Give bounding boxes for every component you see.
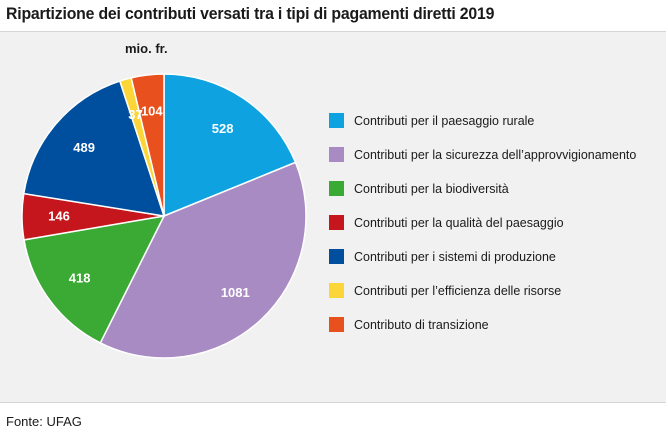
legend-label: Contributi per la sicurezza dell’approvv… [354,146,637,162]
slice-value-label-6: 104 [141,104,163,119]
pie-slice-4 [22,80,166,217]
slice-value-label-5: 37 [128,107,142,122]
pie-slices [21,73,307,359]
pie-slice-2 [23,215,166,344]
pie-slice-0 [163,73,297,218]
legend-item-sistemi-produzione: Contributi per i sistemi di produzione [329,239,648,273]
legend-label: Contributi per il paesaggio rurale [354,112,535,128]
legend-item-biodiversita: Contributi per la biodiversità [329,171,648,205]
legend-swatch [329,282,344,298]
legend-label: Contributi per la qualità del paesaggio [354,214,564,230]
legend: Contributi per il paesaggio rurale Contr… [329,103,648,341]
legend-swatch [329,146,344,162]
unit-label: mio. fr. [125,41,168,56]
legend-label: Contributi per l’efficienza delle risors… [354,282,562,298]
legend-swatch [329,248,344,264]
legend-label: Contributo di transizione [354,316,489,332]
legend-swatch [329,112,344,128]
legend-item-efficienza-risorse: Contributi per l’efficienza delle risors… [329,273,648,307]
legend-item-sicurezza-approvvigionamento: Contributi per la sicurezza dell’approvv… [329,137,648,171]
legend-item-paesaggio-rurale: Contributi per il paesaggio rurale [329,103,648,137]
slice-value-label-3: 146 [48,209,70,224]
slice-value-label-1: 1081 [221,285,250,300]
legend-label: Contributi per la biodiversità [354,180,509,196]
pie-slice-1 [99,161,307,359]
legend-swatch [329,316,344,332]
source-note: Fonte: UFAG [6,414,82,429]
legend-swatch [329,214,344,230]
legend-label: Contributi per i sistemi di produzione [354,248,556,264]
chart-title: Ripartizione dei contributi versati tra … [6,4,495,23]
legend-item-contributo-transizione: Contributo di transizione [329,307,648,341]
legend-swatch [329,180,344,196]
pie-slice-6 [130,73,165,217]
slice-value-label-2: 418 [69,271,91,286]
slice-value-label-4: 489 [73,140,95,155]
slice-value-label-0: 528 [212,121,234,136]
legend-item-qualita-paesaggio: Contributi per la qualità del paesaggio [329,205,648,239]
